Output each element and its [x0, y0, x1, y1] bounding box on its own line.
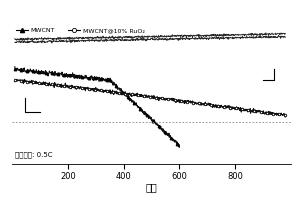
Text: 电流密度: 0.5C: 电流密度: 0.5C [15, 152, 52, 158]
X-axis label: 循环: 循环 [146, 182, 158, 192]
Legend: MWCNT, MWCNT@10% RuO₂: MWCNT, MWCNT@10% RuO₂ [15, 27, 145, 34]
